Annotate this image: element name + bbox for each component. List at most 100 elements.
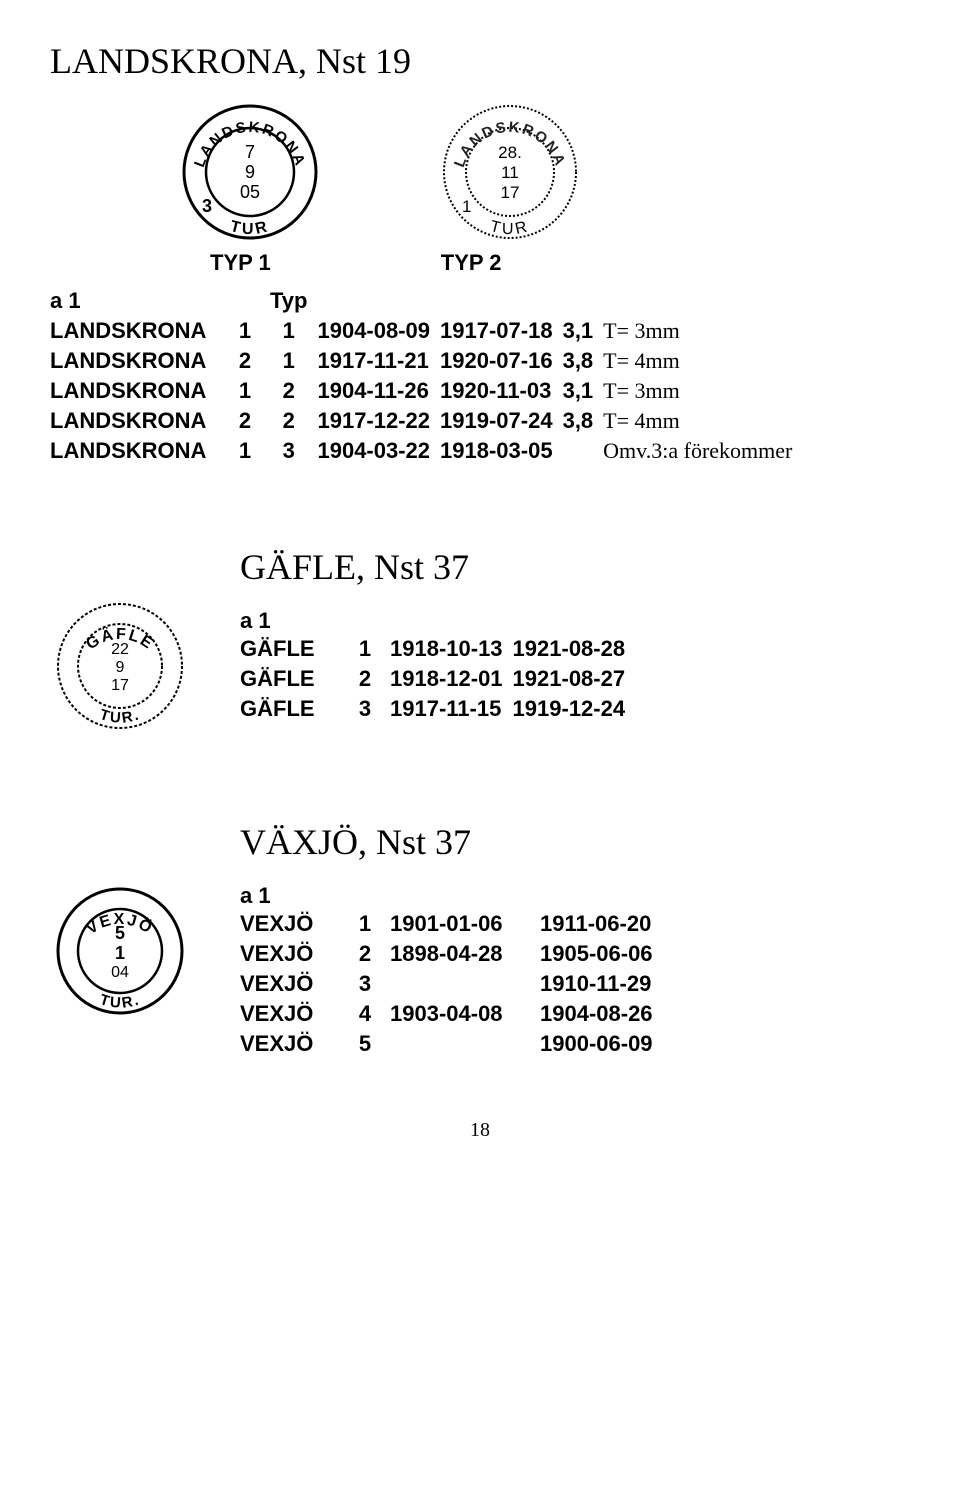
header-a1: a 1	[50, 286, 230, 316]
typ2-label: TYP 2	[441, 250, 502, 276]
table-row: VEXJÖ21898-04-281905-06-06	[240, 939, 663, 969]
svg-text:11: 11	[501, 163, 519, 182]
from-cell: 1898-04-28	[390, 939, 540, 969]
page-number: 18	[50, 1119, 910, 1142]
typ1-label: TYP 1	[210, 250, 271, 276]
v-cell	[563, 436, 604, 466]
n-cell: 2	[350, 939, 390, 969]
from-cell	[390, 1029, 540, 1059]
svg-text:28.: 28.	[498, 143, 522, 162]
landskrona-table: a 1 Typ LANDSKRONA111904-08-091917-07-18…	[50, 286, 802, 466]
n-cell: 1	[350, 634, 390, 664]
svg-text:9: 9	[116, 659, 125, 676]
to-cell: 1921-08-28	[513, 634, 636, 664]
vaxjo-table: VEXJÖ11901-01-061911-06-20VEXJÖ21898-04-…	[240, 909, 663, 1059]
name-cell: LANDSKRONA	[50, 316, 230, 346]
from-cell: 1918-10-13	[390, 634, 513, 664]
landskrona-title: LANDSKRONA, Nst 19	[50, 40, 910, 82]
table-row: LANDSKRONA131904-03-221918-03-05 Omv.3:a …	[50, 436, 802, 466]
landskrona-stamp-2: LANDSKRONA 28. 11 17 1 TUR	[440, 102, 580, 242]
typ-labels: TYP 1 TYP 2	[210, 250, 910, 276]
v-cell: 3,8	[563, 346, 604, 376]
n-cell: 3	[350, 694, 390, 724]
typ-cell: 2	[270, 376, 317, 406]
note-cell: Omv.3:a förekommer	[603, 436, 802, 466]
a-cell: 2	[230, 406, 270, 436]
svg-text:1: 1	[462, 197, 471, 216]
from-cell: 1904-11-26	[317, 376, 440, 406]
typ-cell: 1	[270, 316, 317, 346]
table-row: LANDSKRONA111904-08-091917-07-183,1T= 3m…	[50, 316, 802, 346]
to-cell: 1919-07-24	[440, 406, 563, 436]
v-cell: 3,1	[563, 316, 604, 346]
table-row: VEXJÖ31910-11-29	[240, 969, 663, 999]
typ-cell: 1	[270, 346, 317, 376]
svg-text:05: 05	[240, 182, 260, 202]
name-cell: LANDSKRONA	[50, 406, 230, 436]
typ-cell: 2	[270, 406, 317, 436]
name-cell: LANDSKRONA	[50, 436, 230, 466]
v-cell: 3,8	[563, 406, 604, 436]
name-cell: VEXJÖ	[240, 999, 350, 1029]
table-row: VEXJÖ51900-06-09	[240, 1029, 663, 1059]
svg-text:3: 3	[202, 196, 212, 216]
svg-text:17: 17	[111, 677, 129, 694]
a-cell: 2	[230, 346, 270, 376]
to-cell: 1917-07-18	[440, 316, 563, 346]
to-cell: 1921-08-27	[513, 664, 636, 694]
v-cell: 3,1	[563, 376, 604, 406]
header-typ: Typ	[270, 286, 317, 316]
table-row: GÄFLE11918-10-131921-08-28	[240, 634, 635, 664]
from-cell: 1917-12-22	[317, 406, 440, 436]
svg-text:TUR: TUR	[228, 218, 271, 238]
svg-text:17: 17	[501, 183, 520, 202]
table-row: GÄFLE21918-12-011921-08-27	[240, 664, 635, 694]
to-cell: 1920-07-16	[440, 346, 563, 376]
landskrona-stamp-1: LANDSKRONA 7 9 05 3 TUR	[180, 102, 320, 242]
from-cell: 1917-11-21	[317, 346, 440, 376]
typ-cell: 3	[270, 436, 317, 466]
svg-text:7: 7	[245, 142, 255, 162]
table-row: GÄFLE31917-11-151919-12-24	[240, 694, 635, 724]
from-cell: 1918-12-01	[390, 664, 513, 694]
note-cell: T= 4mm	[603, 346, 802, 376]
note-cell: T= 3mm	[603, 376, 802, 406]
from-cell: 1904-03-22	[317, 436, 440, 466]
name-cell: GÄFLE	[240, 664, 350, 694]
gafle-table: GÄFLE11918-10-131921-08-28GÄFLE21918-12-…	[240, 634, 635, 724]
note-cell: T= 3mm	[603, 316, 802, 346]
svg-text:04: 04	[111, 964, 129, 981]
to-cell: 1904-08-26	[540, 999, 663, 1029]
table-row: LANDSKRONA121904-11-261920-11-033,1T= 3m…	[50, 376, 802, 406]
name-cell: VEXJÖ	[240, 909, 350, 939]
a-cell: 1	[230, 376, 270, 406]
landskrona-stamps: LANDSKRONA 7 9 05 3 TUR LANDSKRONA 28. 1…	[180, 102, 910, 242]
gafle-title: GÄFLE, Nst 37	[240, 546, 910, 588]
gafle-stamp: GÄFLE 22 9 17 TUR.	[50, 596, 190, 736]
vaxjo-a1: a 1	[240, 883, 910, 909]
vaxjo-stamp: VEXJÖ 5 1 04 TUR.	[50, 881, 190, 1021]
svg-text:22: 22	[111, 641, 129, 658]
svg-text:1: 1	[115, 943, 125, 963]
n-cell: 5	[350, 1029, 390, 1059]
n-cell: 4	[350, 999, 390, 1029]
name-cell: VEXJÖ	[240, 1029, 350, 1059]
n-cell: 3	[350, 969, 390, 999]
table-row: LANDSKRONA211917-11-211920-07-163,8T= 4m…	[50, 346, 802, 376]
name-cell: LANDSKRONA	[50, 346, 230, 376]
table-row: VEXJÖ41903-04-081904-08-26	[240, 999, 663, 1029]
to-cell: 1905-06-06	[540, 939, 663, 969]
name-cell: LANDSKRONA	[50, 376, 230, 406]
to-cell: 1918-03-05	[440, 436, 563, 466]
gafle-a1: a 1	[240, 608, 910, 634]
svg-text:5: 5	[115, 923, 125, 943]
svg-text:9: 9	[245, 162, 255, 182]
a-cell: 1	[230, 316, 270, 346]
a-cell: 1	[230, 436, 270, 466]
name-cell: VEXJÖ	[240, 969, 350, 999]
to-cell: 1920-11-03	[440, 376, 563, 406]
name-cell: VEXJÖ	[240, 939, 350, 969]
svg-text:TUR: TUR	[488, 218, 531, 238]
name-cell: GÄFLE	[240, 694, 350, 724]
n-cell: 2	[350, 664, 390, 694]
